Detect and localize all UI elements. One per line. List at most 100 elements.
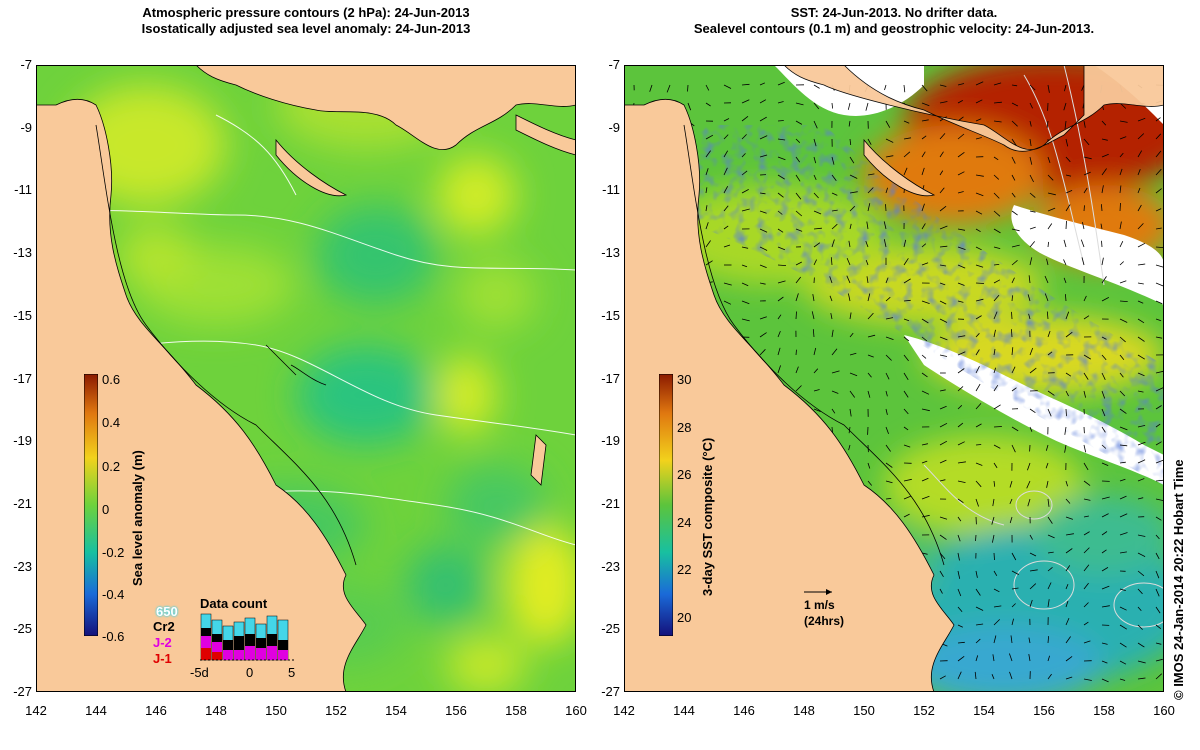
velocity-arrow xyxy=(921,477,929,482)
velocity-arrow xyxy=(975,264,984,268)
velocity-arrow xyxy=(848,120,851,127)
right-title-line1: SST: 24-Jun-2013. No drifter data. xyxy=(790,5,998,20)
velocity-arrow xyxy=(1083,531,1090,536)
velocity-arrow xyxy=(1119,120,1128,123)
velocity-arrow xyxy=(939,187,945,194)
velocity-arrow xyxy=(1119,461,1126,464)
velocity-arrow xyxy=(957,133,965,140)
velocity-arrow xyxy=(903,167,908,176)
velocity-arrow xyxy=(939,151,944,158)
velocity-arrow xyxy=(903,278,911,284)
velocity-arrow xyxy=(1083,171,1091,176)
lat-tick-label: -19 xyxy=(13,433,32,449)
velocity-arrow xyxy=(975,403,982,410)
sla-cb-tick-0: 0.6 xyxy=(102,372,121,387)
velocity-arrow xyxy=(1064,84,1067,92)
velocity-arrow xyxy=(975,333,980,338)
sst-png-tail xyxy=(863,138,936,197)
velocity-arrow xyxy=(903,408,909,415)
velocity-arrow xyxy=(741,318,750,322)
velocity-arrow xyxy=(993,462,998,469)
velocity-arrow xyxy=(813,259,817,266)
velocity-arrow xyxy=(723,186,729,194)
velocity-arrow xyxy=(1119,624,1128,630)
velocity-arrow xyxy=(992,654,995,662)
velocity-arrow xyxy=(993,329,996,338)
velocity-arrow xyxy=(903,151,911,158)
velocity-arrow xyxy=(993,635,997,644)
lat-tick-label: -27 xyxy=(601,684,620,699)
velocity-arrow xyxy=(1119,551,1127,554)
velocity-arrow xyxy=(885,426,889,435)
velocity-arrow xyxy=(813,347,817,356)
velocity-arrow xyxy=(903,444,911,448)
velocity-arrow xyxy=(993,480,996,487)
velocity-arrow xyxy=(1028,637,1031,644)
velocity-arrow xyxy=(993,82,1002,86)
velocity-arrow xyxy=(1046,311,1049,320)
velocity-arrow xyxy=(1044,275,1049,284)
velocity-arrow xyxy=(1155,370,1164,374)
velocity-arrow xyxy=(1155,516,1162,521)
velocity-arrow xyxy=(812,294,815,302)
velocity-arrow xyxy=(1083,315,1090,320)
velocity-arrow xyxy=(1083,480,1091,486)
velocity-arrow xyxy=(1101,204,1103,212)
velocity-arrow xyxy=(1047,534,1055,539)
velocity-arrow xyxy=(1155,264,1164,268)
data-count-tick-neg5: -5d xyxy=(190,665,209,680)
velocity-arrow xyxy=(759,349,766,356)
velocity-arrow xyxy=(921,151,926,158)
velocity-arrow xyxy=(921,167,925,176)
velocity-arrow xyxy=(1011,138,1017,146)
velocity-arrow xyxy=(975,192,984,197)
velocity-arrow xyxy=(939,354,948,357)
velocity-arrow xyxy=(829,295,833,302)
velocity-arrow xyxy=(1137,606,1142,612)
velocity-arrow xyxy=(1080,239,1085,248)
velocity-arrow xyxy=(1081,84,1085,91)
velocity-arrow xyxy=(1083,582,1089,590)
velocity-arrow xyxy=(831,223,838,230)
velocity-arrow xyxy=(1029,192,1036,198)
scale-arrow-head xyxy=(826,589,832,595)
velocity-arrow xyxy=(921,84,928,92)
velocity-arrow xyxy=(903,354,909,362)
velocity-arrow xyxy=(957,228,966,231)
velocity-arrow xyxy=(993,311,998,320)
sst-colorbar xyxy=(659,374,673,636)
velocity-arrow xyxy=(957,264,966,269)
velocity-arrow xyxy=(1101,660,1108,664)
velocity-arrow xyxy=(939,101,948,104)
velocity-arrow xyxy=(939,170,944,176)
velocity-arrow xyxy=(1155,150,1162,158)
velocity-arrow xyxy=(1083,564,1090,572)
velocity-arrow xyxy=(1047,655,1050,662)
velocity-arrow xyxy=(921,408,930,412)
velocity-arrow xyxy=(741,300,750,305)
velocity-arrow xyxy=(1011,295,1013,302)
velocity-arrow xyxy=(1029,552,1037,557)
velocity-arrow xyxy=(1137,497,1144,500)
velocity-arrow xyxy=(723,282,732,286)
velocity-arrow xyxy=(1029,156,1033,165)
velocity-arrow xyxy=(1137,459,1146,464)
velocity-arrow xyxy=(1083,678,1092,681)
velocity-arrow xyxy=(1009,498,1013,505)
velocity-arrow xyxy=(939,588,943,594)
sst-cb-tick-5: 20 xyxy=(677,610,692,625)
velocity-arrow xyxy=(885,462,893,468)
velocity-arrow xyxy=(867,390,871,398)
velocity-arrow xyxy=(903,84,906,93)
lat-tick-label: -11 xyxy=(14,182,32,198)
velocity-arrow xyxy=(1029,408,1036,414)
velocity-arrow xyxy=(1155,300,1163,305)
velocity-arrow xyxy=(1011,552,1017,561)
sst-png-landmass xyxy=(783,65,1164,152)
velocity-arrow xyxy=(1083,120,1086,128)
velocity-arrow xyxy=(957,83,965,86)
lon-tick-label: 158 xyxy=(505,703,527,718)
velocity-arrow xyxy=(741,153,746,158)
velocity-arrow xyxy=(903,513,910,518)
velocity-arrow xyxy=(921,300,930,304)
